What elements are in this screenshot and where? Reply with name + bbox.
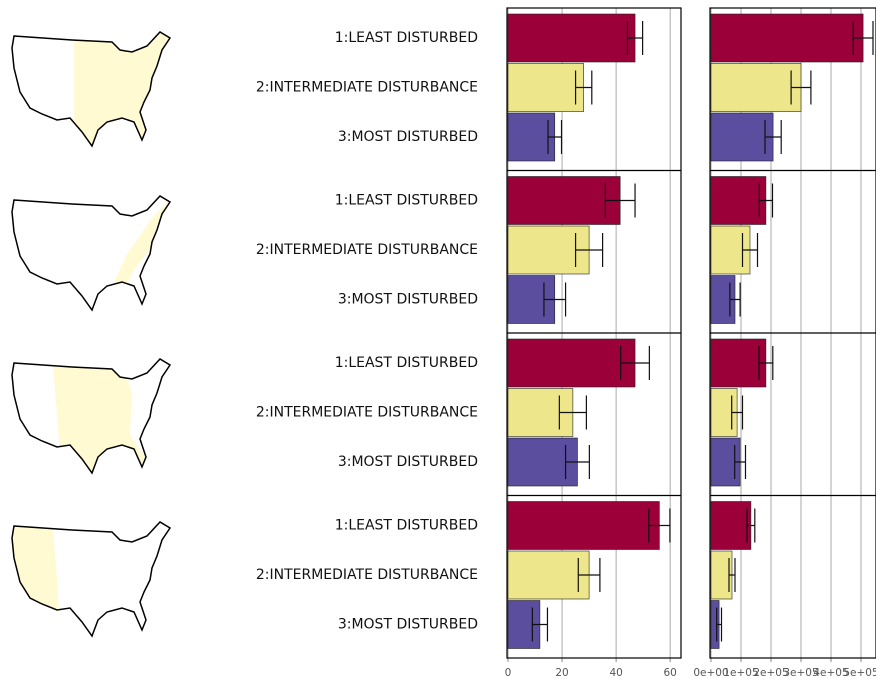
category-label: 1:LEAST DISTURBED xyxy=(335,518,478,534)
category-label: 1:LEAST DISTURBED xyxy=(335,193,478,209)
error-bar xyxy=(734,445,747,479)
bar xyxy=(507,550,590,600)
category-label: 3:MOST DISTURBED xyxy=(338,129,478,145)
error-bar xyxy=(741,233,759,267)
x-tick-label: 4e+05 xyxy=(813,667,848,679)
category-label: 3:MOST DISTURBED xyxy=(338,454,478,470)
bar xyxy=(507,63,584,112)
bar xyxy=(507,501,660,550)
error-bar xyxy=(729,282,741,317)
bar xyxy=(710,338,767,388)
error-bar xyxy=(790,70,812,105)
region-map xyxy=(11,358,171,474)
error-bar xyxy=(746,508,756,543)
bar xyxy=(710,176,767,225)
error-bar xyxy=(648,508,671,543)
error-bar xyxy=(731,395,744,430)
error-bar xyxy=(531,607,549,642)
category-label: 1:LEAST DISTURBED xyxy=(335,30,478,46)
x-tick-label: 3e+05 xyxy=(783,667,818,679)
error-bar xyxy=(604,183,636,218)
x-tick-label: 20 xyxy=(555,667,568,679)
error-bar xyxy=(758,346,774,380)
category-label: 2:INTERMEDIATE DISTURBANCE xyxy=(256,405,478,421)
category-label: 2:INTERMEDIATE DISTURBANCE xyxy=(256,242,478,258)
bar xyxy=(710,63,802,112)
error-bar xyxy=(626,21,644,55)
error-bar xyxy=(543,282,567,317)
bar xyxy=(710,112,774,162)
category-label: 1:LEAST DISTURBED xyxy=(335,355,478,371)
category-label: 3:MOST DISTURBED xyxy=(338,617,478,633)
panel-frame xyxy=(506,7,682,659)
error-bar xyxy=(574,70,593,105)
error-bar xyxy=(764,120,782,154)
x-tick-label: 1e+05 xyxy=(723,667,758,679)
error-bar xyxy=(577,558,601,592)
category-label: 3:MOST DISTURBED xyxy=(338,292,478,308)
panel-frame xyxy=(709,7,876,659)
error-bar xyxy=(547,120,563,154)
bar xyxy=(710,13,864,63)
region-map xyxy=(11,195,171,311)
category-label: 2:INTERMEDIATE DISTURBANCE xyxy=(256,567,478,583)
error-bar xyxy=(574,233,604,267)
bar xyxy=(710,501,752,550)
x-tick-label: 0 xyxy=(505,667,512,679)
bar xyxy=(507,338,636,388)
error-bar xyxy=(758,183,774,218)
x-tick-label: 60 xyxy=(664,667,677,679)
x-tick-label: 2e+05 xyxy=(753,667,788,679)
x-tick-label: 40 xyxy=(609,667,622,679)
error-bar xyxy=(558,395,587,430)
x-tick-label: 0e+00 xyxy=(693,667,728,679)
error-bar xyxy=(728,558,736,592)
category-label: 2:INTERMEDIATE DISTURBANCE xyxy=(256,80,478,96)
region-map xyxy=(11,31,171,147)
x-tick-label: 5e+05 xyxy=(843,667,876,679)
bar xyxy=(507,176,621,225)
error-bar xyxy=(620,346,650,380)
region-map xyxy=(11,521,171,637)
error-bar xyxy=(564,445,590,479)
error-bar xyxy=(716,607,723,642)
bar xyxy=(507,13,636,63)
error-bar xyxy=(852,21,874,55)
